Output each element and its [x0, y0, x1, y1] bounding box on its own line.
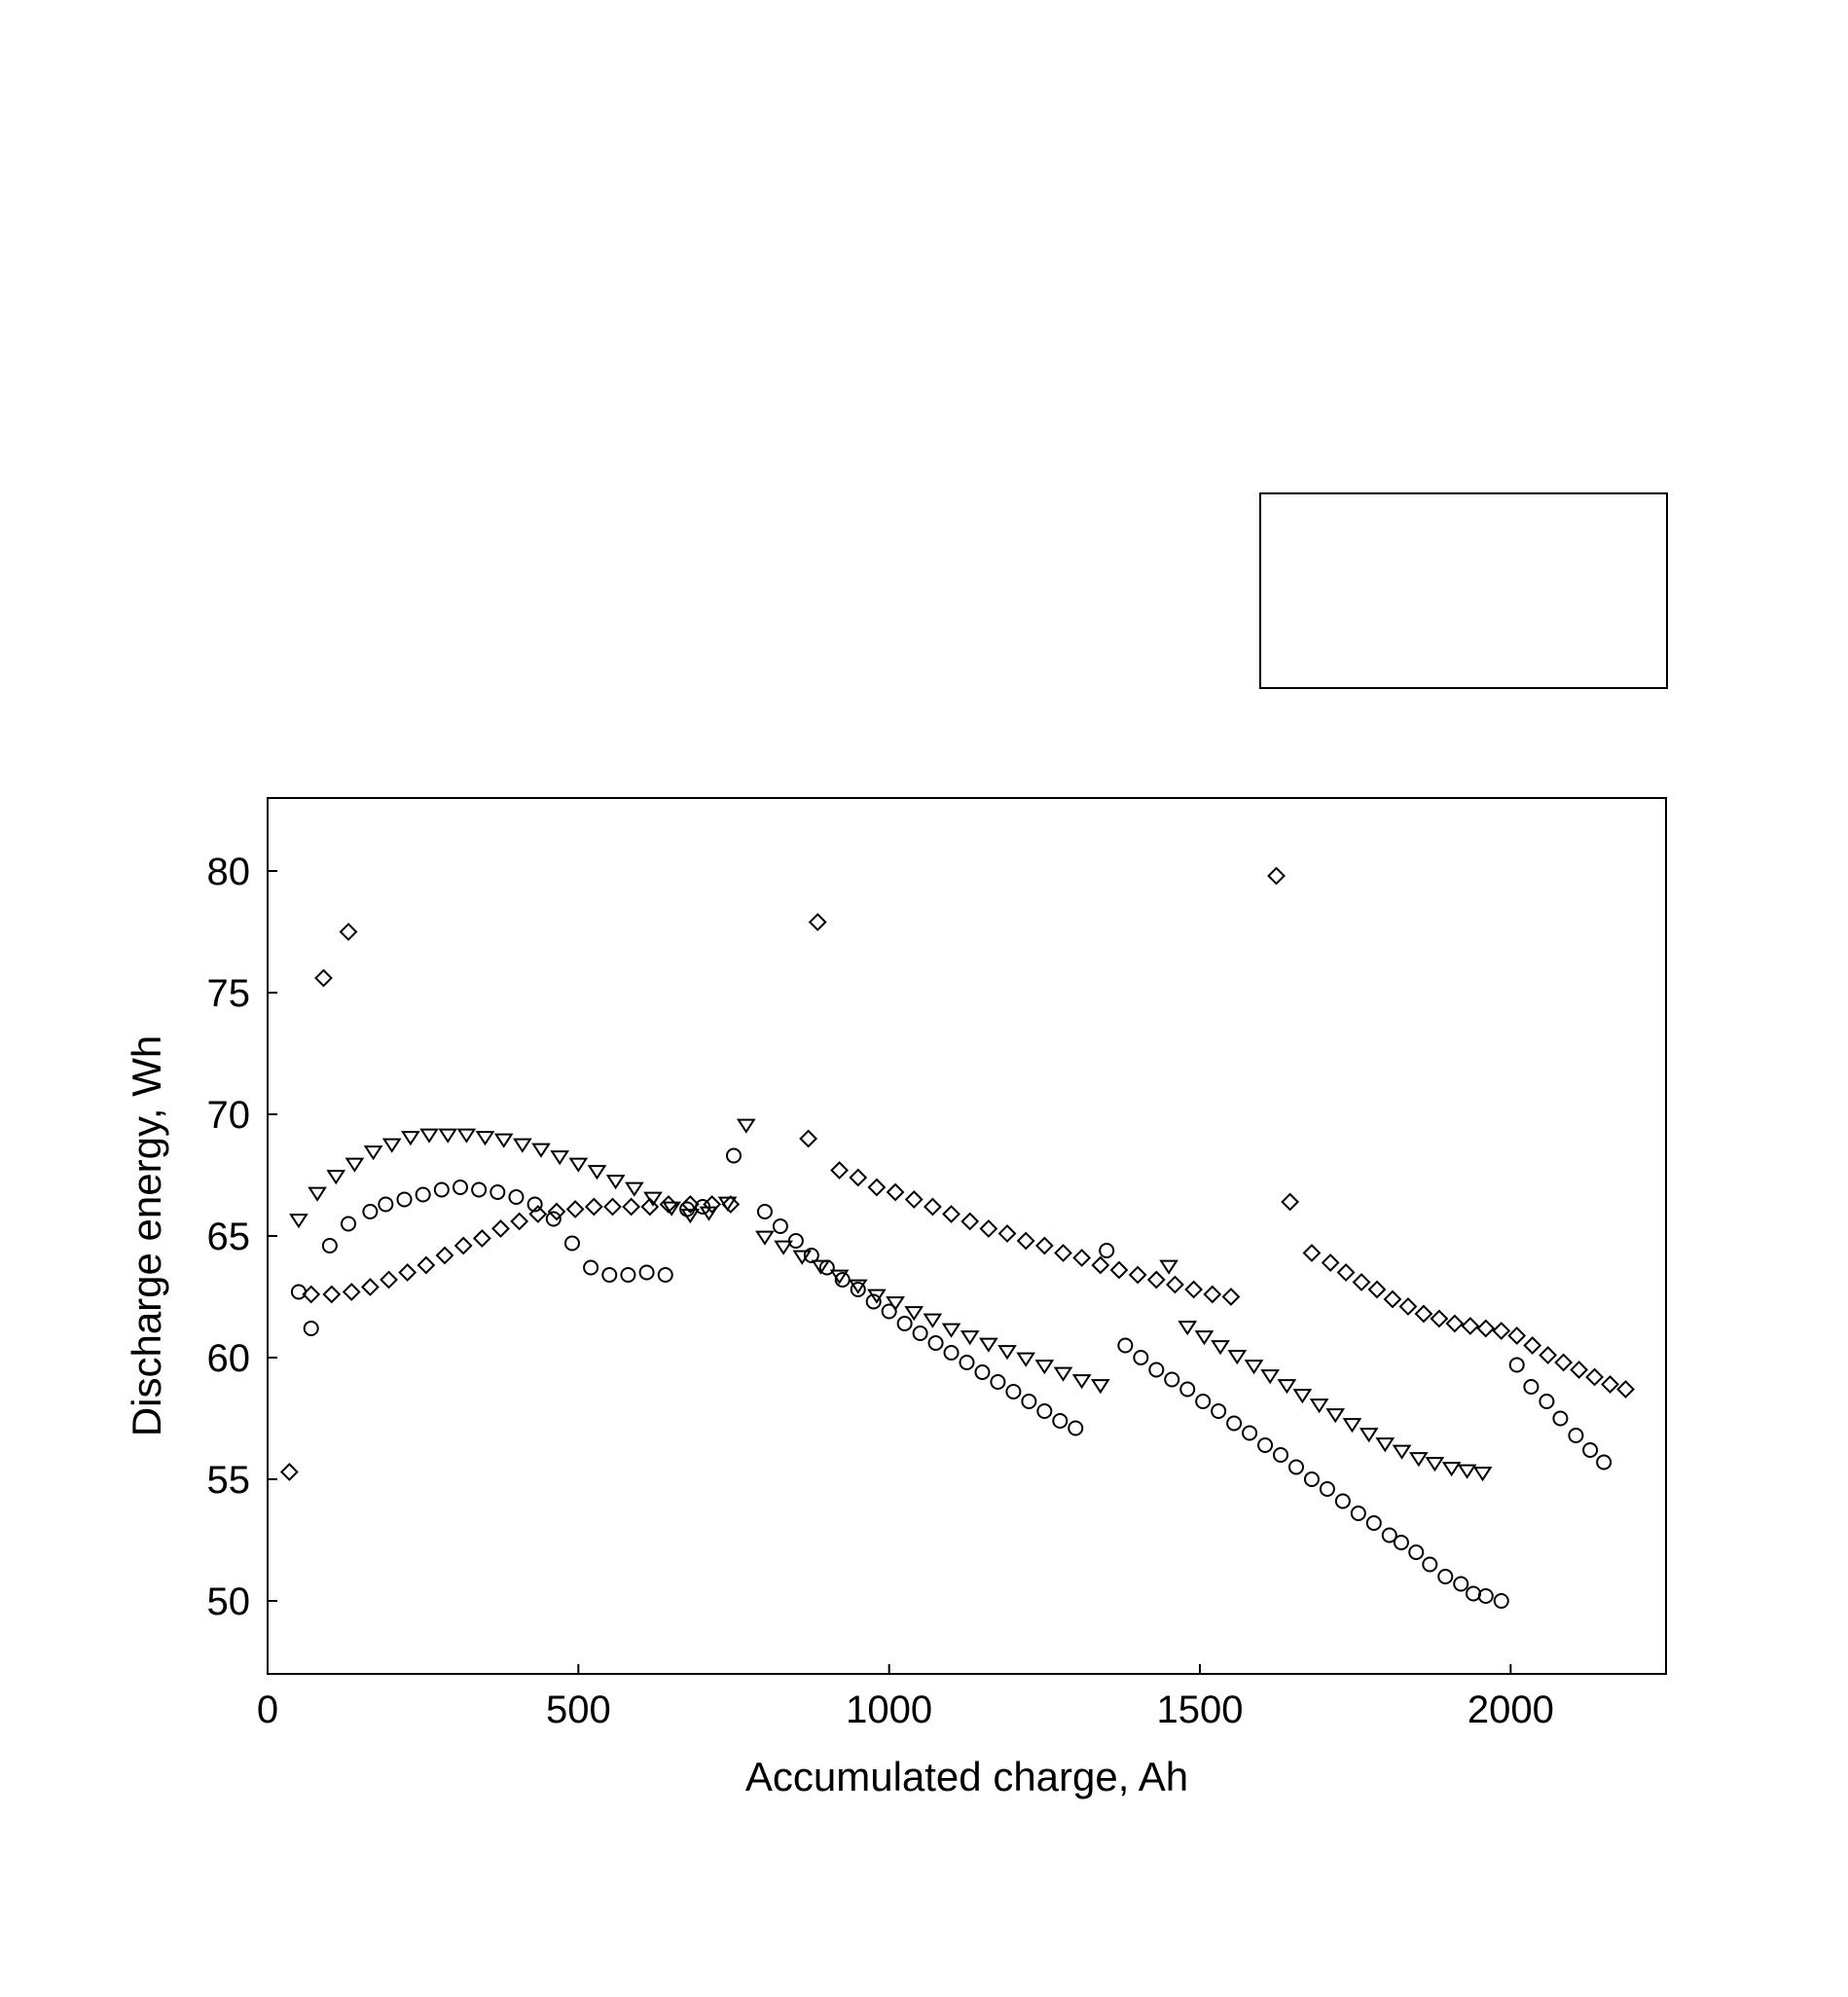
- y-tick-label: 55: [207, 1459, 251, 1502]
- x-tick-label: 1500: [1157, 1688, 1244, 1731]
- x-tick-label: 2000: [1468, 1688, 1554, 1731]
- y-tick-label: 50: [207, 1580, 251, 1623]
- legend: [1260, 493, 1667, 688]
- x-tick-label: 500: [546, 1688, 611, 1731]
- y-axis-label: Discharge energy, Wh: [124, 1035, 169, 1436]
- series-ce-1: [292, 1149, 1611, 1609]
- y-tick-label: 70: [207, 1094, 251, 1137]
- y-tick-label: 80: [207, 851, 251, 893]
- figure-svg: 0 500 1000 1500 2000 50 55 60 65 70 75 80 Accumulate…: [0, 0, 1848, 1997]
- series-e-1: [281, 868, 1633, 1480]
- y-tick-label: 75: [207, 972, 251, 1015]
- y-tick-label: 65: [207, 1216, 251, 1258]
- x-axis-label: Accumulated charge, Ah: [745, 1754, 1188, 1799]
- x-tick-label: 0: [257, 1688, 278, 1731]
- x-tick-label: 1000: [846, 1688, 932, 1731]
- y-tick-label: 60: [207, 1337, 251, 1380]
- series-ce-2: [291, 1120, 1491, 1480]
